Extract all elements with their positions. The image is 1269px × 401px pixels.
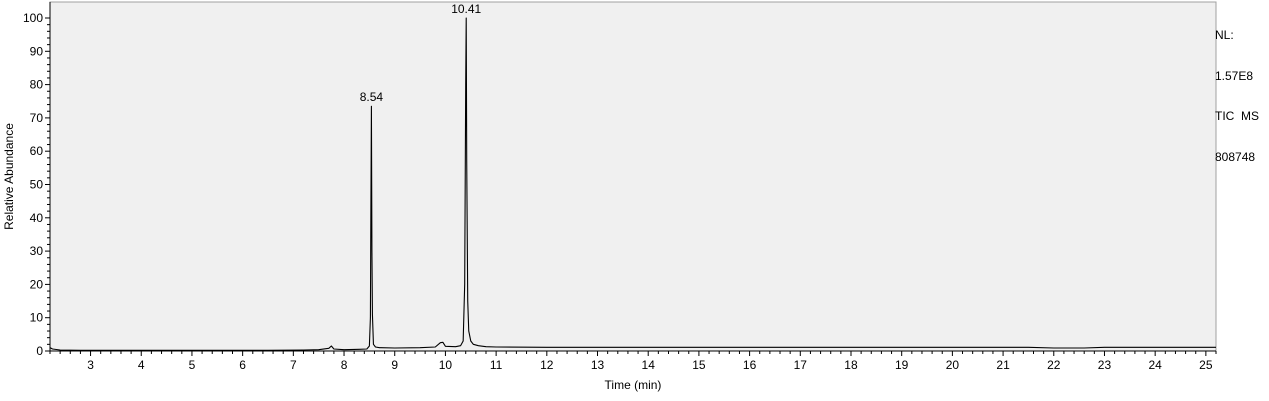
- x-tick-label: 3: [87, 358, 94, 372]
- x-tick-label: 13: [591, 358, 605, 372]
- y-tick-label: 20: [30, 277, 44, 291]
- peak-label: 8.54: [360, 90, 384, 104]
- plot-area: [49, 1, 1217, 352]
- nl-value: 1.57E8: [1215, 68, 1254, 83]
- y-tick-label: 50: [30, 178, 44, 192]
- x-tick-label: 20: [946, 358, 960, 372]
- x-tick-label: 25: [1199, 358, 1213, 372]
- x-tick-label: 14: [642, 358, 656, 372]
- x-tick-label: 4: [138, 358, 145, 372]
- x-tick-label: 17: [794, 358, 808, 372]
- x-tick-label: 7: [290, 358, 297, 372]
- tic-trace-line: [49, 17, 1216, 351]
- x-tick-label: 21: [996, 358, 1010, 372]
- y-tick-label: 60: [30, 144, 44, 158]
- info-panel: NL: 1.57E8 TIC MS 808748: [1215, 2, 1259, 178]
- y-tick-label: 70: [30, 111, 44, 125]
- x-tick-label: 6: [239, 358, 246, 372]
- y-tick-label: 10: [30, 311, 44, 325]
- sample-id: 808748: [1215, 149, 1256, 164]
- x-tick-label: 16: [743, 358, 757, 372]
- x-tick-label: 10: [439, 358, 453, 372]
- nl-label: NL:: [1215, 28, 1234, 42]
- x-tick-label: 18: [844, 358, 858, 372]
- x-axis-title: Time (min): [605, 378, 662, 392]
- y-tick-label: 80: [30, 78, 44, 92]
- y-axis-title: Relative Abundance: [2, 123, 16, 230]
- y-tick-label: 30: [30, 244, 44, 258]
- y-tick-label: 100: [23, 11, 43, 25]
- x-tick-label: 11: [490, 358, 503, 372]
- y-tick-label: 40: [30, 211, 44, 225]
- peak-label: 10.41: [451, 2, 481, 16]
- scan-filter-label: TIC MS: [1215, 109, 1259, 123]
- x-tick-label: 22: [1047, 358, 1061, 372]
- x-tick-label: 15: [692, 358, 706, 372]
- x-tick-label: 12: [540, 358, 554, 372]
- x-tick-label: 9: [391, 358, 398, 372]
- y-tick-label: 90: [30, 44, 44, 58]
- x-tick-label: 8: [341, 358, 348, 372]
- x-tick-label: 23: [1098, 358, 1112, 372]
- y-tick-label: 0: [36, 344, 43, 358]
- x-tick-label: 5: [189, 358, 196, 372]
- x-tick-label: 19: [895, 358, 909, 372]
- x-tick-label: 24: [1148, 358, 1162, 372]
